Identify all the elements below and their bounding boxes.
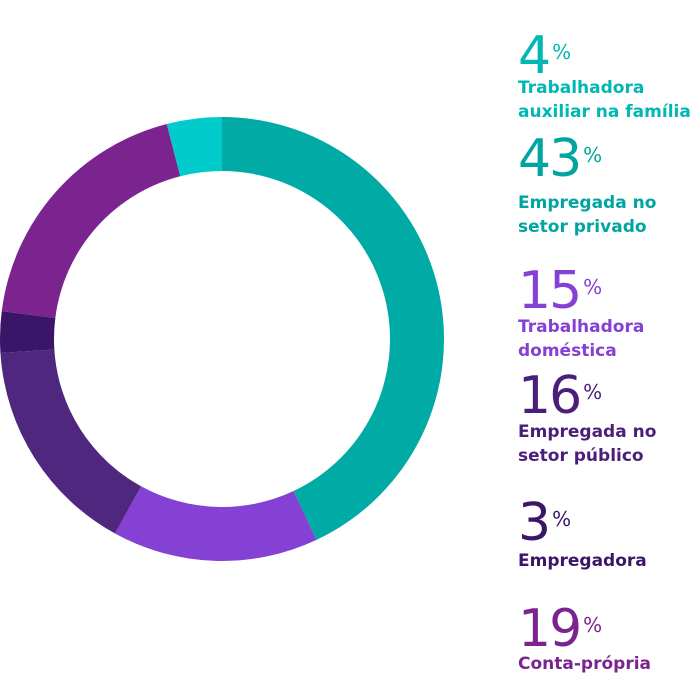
donut-slice-6 (166, 117, 222, 177)
donut-slice-2 (115, 486, 317, 561)
legend-value: 4% (518, 26, 572, 86)
legend-label: Trabalhadora auxiliar na família (518, 78, 690, 122)
legend-label: Empregada no setor privado (518, 193, 657, 237)
legend-value: 19% (518, 599, 603, 659)
legend-label: Trabalhadora doméstica (518, 317, 645, 361)
legend-value: 16% (518, 366, 603, 426)
legend-value: 3% (518, 493, 572, 553)
donut-chart (0, 117, 444, 561)
donut-slice-3 (0, 349, 142, 534)
donut-slice-5 (1, 123, 181, 318)
legend-value: 15% (518, 261, 603, 321)
donut-slice-1 (222, 117, 444, 540)
donut-slice-4 (0, 311, 56, 353)
legend-label: Conta-própria (518, 654, 651, 674)
legend-value: 43% (518, 129, 603, 189)
legend-label: Empregadora (518, 551, 647, 571)
legend-label: Empregada no setor público (518, 422, 657, 466)
